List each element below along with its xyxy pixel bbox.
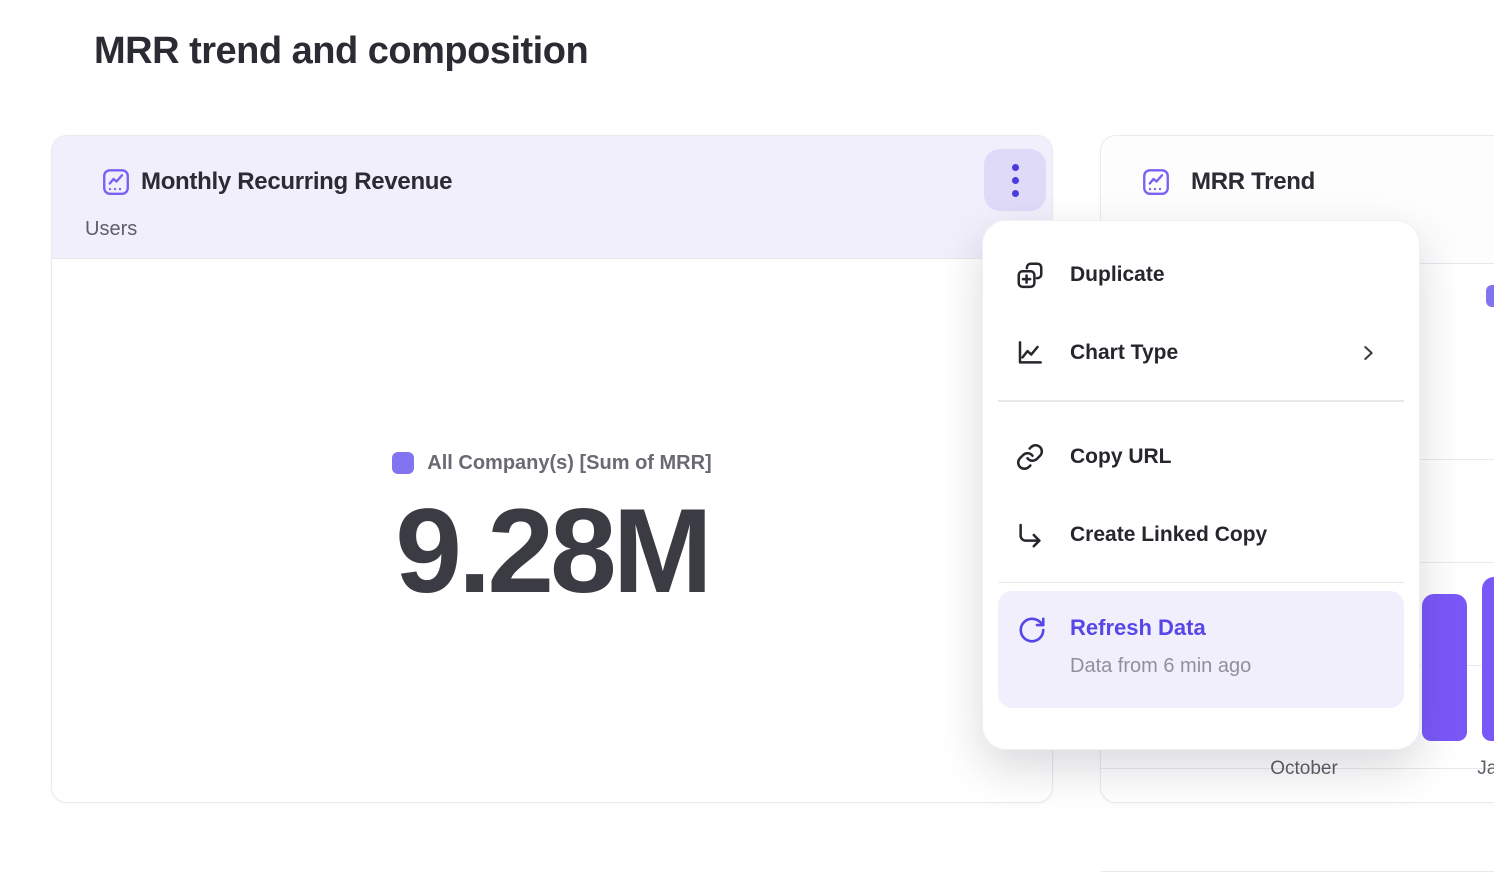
chart-widget-icon <box>1141 167 1171 197</box>
x-axis-label-january: January <box>1477 758 1494 779</box>
context-menu: Duplicate Chart Type Copy URL <box>982 220 1420 750</box>
duplicate-icon <box>1015 260 1045 290</box>
menu-item-label: Chart Type <box>1070 341 1179 364</box>
trend-bar[interactable] <box>1422 594 1467 741</box>
chevron-right-icon <box>1357 342 1379 364</box>
menu-divider <box>998 400 1404 402</box>
legend: All Company(s) [Sum of MRR] <box>392 451 712 475</box>
refresh-data-label: Refresh Data <box>1070 615 1206 640</box>
mrr-card-body: All Company(s) [Sum of MRR] 9.28M <box>52 260 1052 802</box>
chart-widget-icon <box>101 167 131 197</box>
kebab-icon <box>1011 163 1019 197</box>
menu-item-label: Duplicate <box>1070 263 1165 286</box>
corner-down-right-icon <box>1015 520 1045 550</box>
menu-item-duplicate[interactable]: Duplicate <box>983 236 1419 314</box>
mrr-card-subtitle: Users <box>85 218 138 240</box>
menu-divider <box>998 581 1404 583</box>
menu-item-label: Create Linked Copy <box>1070 522 1268 546</box>
trend-bar[interactable] <box>1482 577 1494 741</box>
mrr-card-title: Monthly Recurring Revenue <box>141 168 453 195</box>
x-axis-label-october: October <box>1270 758 1338 779</box>
gridline <box>1101 768 1494 769</box>
mrr-card: Monthly Recurring Revenue Users All Comp… <box>51 135 1053 803</box>
trend-card-title: MRR Trend <box>1191 168 1315 195</box>
menu-item-copy-url[interactable]: Copy URL <box>983 418 1419 496</box>
page-title: MRR trend and composition <box>94 30 589 72</box>
legend-label: All Company(s) [Sum of MRR] <box>427 451 712 474</box>
menu-item-chart-type[interactable]: Chart Type <box>983 314 1419 392</box>
trend-legend-swatch <box>1486 285 1494 307</box>
menu-item-create-linked-copy[interactable]: Create Linked Copy <box>983 496 1419 574</box>
big-number-value: 9.28M <box>395 483 713 618</box>
refresh-data-sublabel: Data from 6 min ago <box>1070 655 1252 677</box>
menu-item-refresh-data[interactable]: Refresh Data Data from 6 min ago <box>998 591 1404 708</box>
refresh-icon <box>1017 615 1047 645</box>
link-icon <box>1015 442 1045 472</box>
mrr-card-header: Monthly Recurring Revenue Users <box>52 136 1052 259</box>
chart-type-icon <box>1015 338 1045 368</box>
legend-swatch <box>392 452 415 474</box>
menu-item-label: Copy URL <box>1070 444 1172 468</box>
kebab-menu-button[interactable] <box>984 149 1046 211</box>
